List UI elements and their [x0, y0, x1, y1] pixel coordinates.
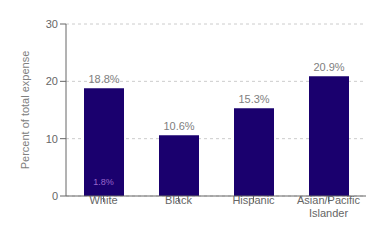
svg-text:18.8%: 18.8%	[88, 73, 119, 85]
svg-text:10: 10	[46, 133, 58, 145]
svg-text:30: 30	[46, 18, 58, 30]
svg-text:10.6%: 10.6%	[163, 120, 194, 132]
svg-text:20: 20	[46, 75, 58, 87]
svg-text:Black: Black	[165, 194, 192, 206]
svg-text:Hispanic: Hispanic	[232, 194, 275, 206]
svg-text:Asian/PacificIslander: Asian/PacificIslander	[297, 194, 360, 219]
svg-text:20.9%: 20.9%	[313, 61, 344, 73]
svg-text:0: 0	[52, 190, 58, 202]
svg-text:15.3%: 15.3%	[238, 93, 269, 105]
svg-text:White: White	[89, 194, 117, 206]
svg-text:Percent of total expense: Percent of total expense	[19, 51, 31, 170]
svg-text:1.8%: 1.8%	[93, 177, 114, 187]
